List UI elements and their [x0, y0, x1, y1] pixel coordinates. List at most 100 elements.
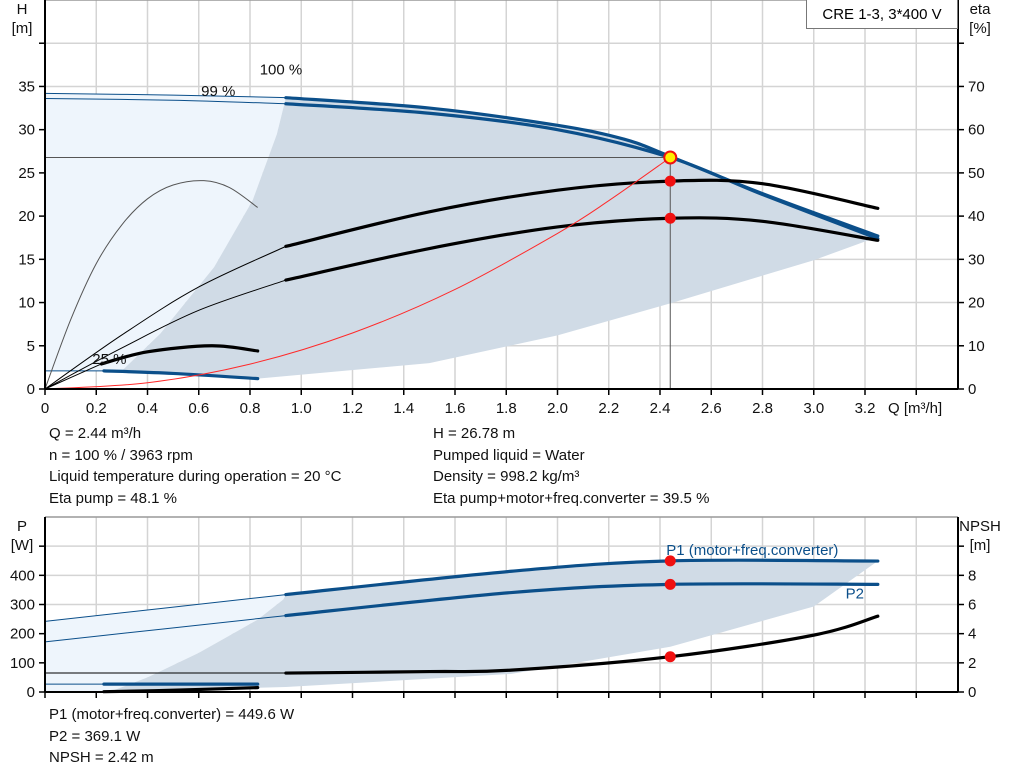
- x-tick-label: 1.4: [393, 400, 414, 417]
- x-tick-label: 1.8: [496, 400, 517, 417]
- y-tick-label-right: 50: [968, 165, 985, 182]
- y-tick-label-left: 0: [27, 684, 35, 701]
- x-tick-label: 2.4: [650, 400, 671, 417]
- x-tick-label: 1.6: [445, 400, 466, 417]
- operating-region: [45, 93, 286, 371]
- info-density: Density = 998.2 kg/m³: [433, 468, 580, 485]
- curve-label: 99 %: [201, 83, 235, 100]
- series-5-thin-line: [44, 180, 258, 390]
- series-4-line: [284, 614, 880, 675]
- x-tick-label: 1.0: [291, 400, 312, 417]
- y-tick-label-right: 40: [968, 208, 985, 225]
- head-efficiency-chart: 100 % 99 % 25 % 0 5 10 15 20 25 30 35 0 10 20 30 40 50 60…: [12, 0, 992, 417]
- info-head: H = 26.78 m: [433, 425, 516, 442]
- info-liquid: Pumped liquid = Water: [433, 446, 585, 464]
- x-tick-label: 0.6: [188, 400, 209, 417]
- x-tick-label: 0.8: [240, 400, 261, 417]
- series-3-line: [284, 178, 880, 248]
- info-q: Q = 2.44 m³/h: [49, 425, 142, 442]
- info-top-left: Q = 2.44 m³/h n = 100 % / 3963 rpm Liqui…: [49, 423, 341, 509]
- x-tick-label: 1.2: [342, 400, 363, 417]
- y-tick-label-left: 200: [10, 626, 35, 643]
- series-1-line: [284, 102, 880, 241]
- info-eta-total: Eta pump+motor+freq.converter = 39.5 %: [433, 489, 710, 507]
- x-tick-label: 0: [41, 400, 49, 417]
- y-tick-label-left: 20: [18, 208, 35, 225]
- info-speed: n = 100 % / 3963 rpm: [49, 446, 193, 464]
- series-0-thin-line: [44, 594, 286, 622]
- series-1-thin-line: [44, 98, 286, 105]
- curve-label: P1 (motor+freq.converter): [666, 542, 838, 559]
- power-npsh-chart: P1 (motor+freq.converter)P20100200300400…: [10, 516, 1001, 701]
- series-4-thin-line: [44, 279, 287, 390]
- x-tick-label: 2.2: [598, 400, 619, 417]
- marker-point-0: [663, 150, 678, 165]
- x-tick-label: 3.0: [803, 400, 824, 417]
- info-bottom: P1 (motor+freq.converter) = 449.6 W P2 =…: [49, 704, 294, 769]
- pump-model-label: CRE 1-3, 3*400 V: [806, 0, 958, 29]
- y-tick-label-left: 15: [18, 251, 35, 268]
- y-tick-label-left: 400: [10, 567, 35, 584]
- y-axis-unit-left: [W]: [11, 537, 34, 554]
- y-tick-label-right: 2: [968, 655, 976, 672]
- y-tick-label-right: 10: [968, 338, 985, 355]
- series-0-line: [284, 558, 880, 597]
- operating-region: [45, 594, 286, 692]
- y-tick-label-left: 10: [18, 295, 35, 312]
- operating-region: [121, 97, 878, 379]
- info-eta-pump: Eta pump = 48.1 %: [49, 489, 177, 507]
- x-tick-label: 3.2: [855, 400, 876, 417]
- marker-point-2: [664, 651, 676, 663]
- series-6-line: [99, 344, 260, 366]
- x-tick-label: 2.6: [701, 400, 722, 417]
- series-3-thin-line: [44, 245, 287, 390]
- series-2-line: [102, 369, 260, 381]
- y-axis-unit-right: [m]: [970, 537, 991, 554]
- series-7-thin-line: [44, 157, 671, 390]
- info-top-right: H = 26.78 m Pumped liquid = Water Densit…: [433, 423, 709, 509]
- y-axis-unit-right: [%]: [969, 20, 991, 37]
- y-tick-label-left: 5: [27, 338, 35, 355]
- y-tick-label-right: 60: [968, 122, 985, 139]
- x-tick-label: 0.4: [137, 400, 158, 417]
- info-liquid-temp: Liquid temperature during operation = 20…: [49, 468, 342, 485]
- x-tick-label: 0.2: [86, 400, 107, 417]
- marker-point-2: [664, 212, 676, 224]
- y-axis-unit-left: [m]: [12, 20, 33, 37]
- y-tick-label-right: 30: [968, 251, 985, 268]
- curve-label: 100 %: [260, 62, 303, 79]
- y-tick-label-left: 100: [10, 655, 35, 672]
- y-tick-label-left: 30: [18, 122, 35, 139]
- y-tick-label-right: 8: [968, 567, 976, 584]
- marker-point-1: [664, 578, 676, 590]
- y-tick-label-right: 20: [968, 295, 985, 312]
- y-tick-label-right: 70: [968, 78, 985, 95]
- y-axis-label-left: H: [17, 1, 28, 18]
- y-tick-label-right: 0: [968, 381, 976, 398]
- y-tick-label-left: 25: [18, 165, 35, 182]
- marker-point-0: [664, 555, 676, 567]
- x-tick-label: 2.8: [752, 400, 773, 417]
- y-axis-label-right: NPSH: [959, 518, 1001, 535]
- info-p1: P1 (motor+freq.converter) = 449.6 W: [49, 706, 295, 723]
- curve-label: P2: [846, 586, 864, 603]
- marker-point-1: [664, 175, 676, 187]
- y-axis-label-left: P: [17, 518, 27, 535]
- series-0-thin-line: [44, 92, 286, 99]
- series-1-line: [284, 582, 880, 618]
- y-tick-label-left: 35: [18, 78, 35, 95]
- x-tick-label: 2.0: [547, 400, 568, 417]
- series-6-thin-line: [44, 363, 102, 390]
- info-p2: P2 = 369.1 W: [49, 727, 141, 745]
- series-4-line: [284, 216, 880, 282]
- series-1-thin-line: [44, 615, 286, 643]
- curve-label: 25 %: [92, 351, 126, 368]
- y-tick-label-left: 0: [27, 381, 35, 398]
- y-tick-label-left: 300: [10, 597, 35, 614]
- y-tick-label-right: 4: [968, 626, 976, 643]
- y-axis-label-right: eta: [970, 1, 992, 18]
- x-axis-label: Q [m³/h]: [888, 400, 942, 417]
- y-tick-label-right: 6: [968, 597, 976, 614]
